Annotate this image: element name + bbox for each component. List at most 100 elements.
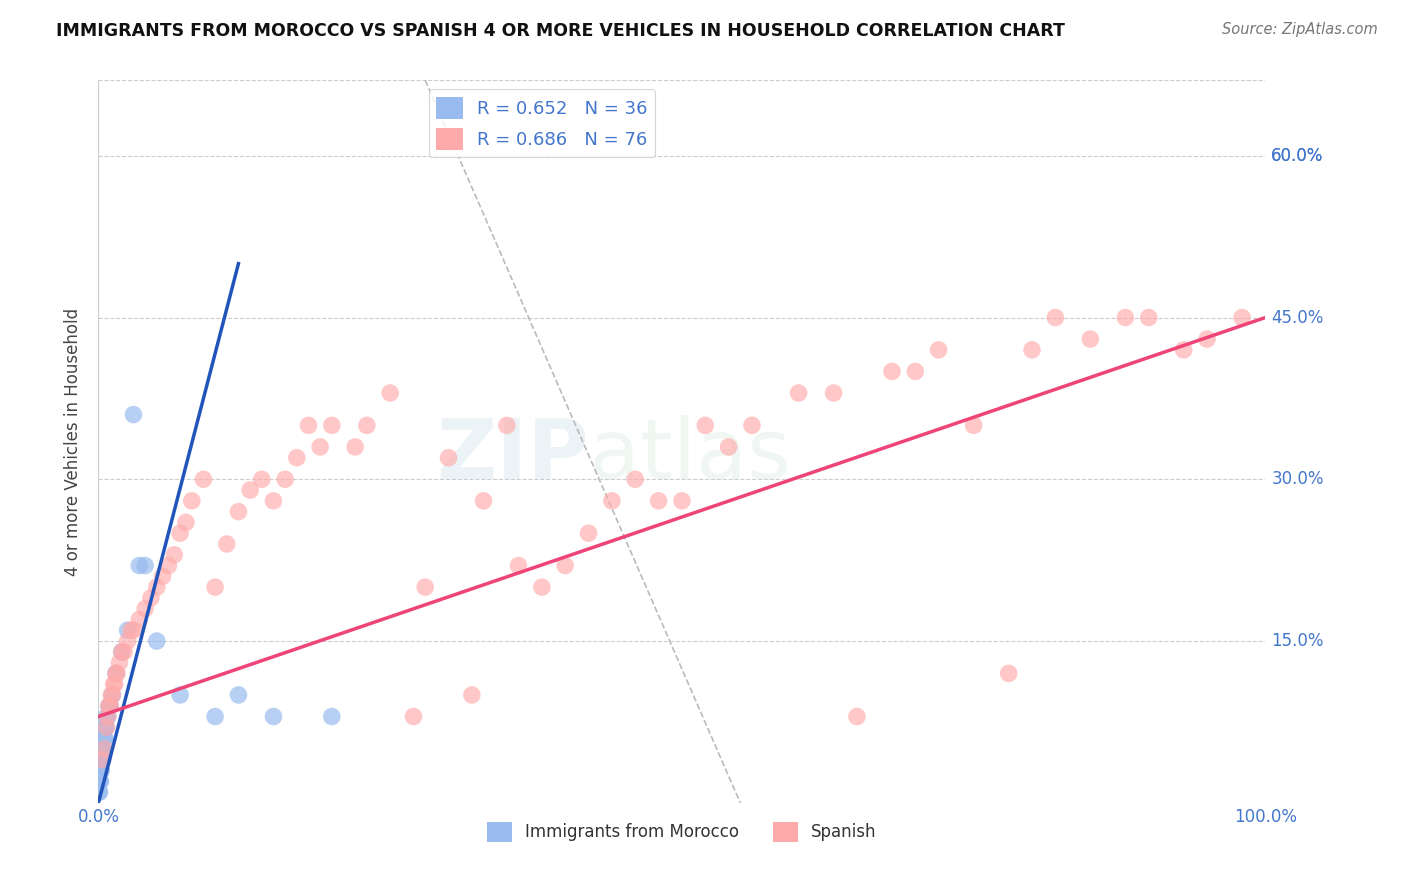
Point: [846, 709, 869, 723]
Point: [93, 742, 115, 756]
Point: [356, 418, 378, 433]
Point: [554, 558, 576, 573]
Point: [250, 472, 273, 486]
Point: [274, 472, 297, 486]
Point: [402, 709, 425, 723]
Point: [1045, 310, 1067, 325]
Point: [111, 645, 134, 659]
Point: [1137, 310, 1160, 325]
Point: [89, 774, 111, 789]
Point: [89, 774, 111, 789]
Point: [128, 612, 150, 626]
Point: [111, 645, 134, 659]
Point: [128, 558, 150, 573]
Point: [671, 493, 693, 508]
Point: [163, 548, 186, 562]
Text: atlas: atlas: [589, 416, 790, 497]
Point: [321, 418, 343, 433]
Point: [174, 516, 197, 530]
Point: [193, 472, 215, 486]
Point: [1114, 310, 1136, 325]
Point: [122, 408, 145, 422]
Point: [104, 666, 127, 681]
Point: [87, 785, 110, 799]
Point: [94, 731, 117, 745]
Point: [215, 537, 238, 551]
Point: [91, 742, 114, 756]
Point: [96, 720, 118, 734]
Point: [134, 601, 156, 615]
Point: [1021, 343, 1043, 357]
Point: [741, 418, 763, 433]
Point: [97, 698, 120, 713]
Point: [508, 558, 530, 573]
Point: [228, 688, 250, 702]
Point: [321, 709, 343, 723]
Point: [823, 386, 845, 401]
Point: [204, 580, 226, 594]
Point: [105, 666, 128, 681]
Point: [380, 386, 402, 401]
Point: [90, 764, 112, 778]
Point: [90, 753, 112, 767]
Point: [530, 580, 553, 594]
Point: [103, 677, 125, 691]
Point: [169, 526, 191, 541]
Point: [120, 624, 142, 638]
Point: [94, 720, 117, 734]
Point: [134, 558, 156, 573]
Point: [309, 440, 332, 454]
Point: [112, 645, 135, 659]
Point: [101, 688, 124, 702]
Text: IMMIGRANTS FROM MOROCCO VS SPANISH 4 OR MORE VEHICLES IN HOUSEHOLD CORRELATION C: IMMIGRANTS FROM MOROCCO VS SPANISH 4 OR …: [56, 22, 1066, 40]
Point: [228, 505, 250, 519]
Text: Source: ZipAtlas.com: Source: ZipAtlas.com: [1222, 22, 1378, 37]
Text: 60.0%: 60.0%: [1271, 147, 1323, 165]
Point: [1197, 332, 1219, 346]
Text: 15.0%: 15.0%: [1271, 632, 1323, 650]
Point: [89, 774, 111, 789]
Point: [285, 450, 308, 465]
Point: [101, 688, 124, 702]
Point: [344, 440, 367, 454]
Text: 30.0%: 30.0%: [1271, 470, 1323, 488]
Point: [472, 493, 495, 508]
Point: [297, 418, 319, 433]
Point: [624, 472, 647, 486]
Point: [152, 569, 174, 583]
Point: [437, 450, 460, 465]
Point: [413, 580, 436, 594]
Point: [93, 731, 115, 745]
Point: [717, 440, 740, 454]
Point: [239, 483, 262, 497]
Point: [104, 677, 127, 691]
Point: [600, 493, 623, 508]
Point: [1173, 343, 1195, 357]
Point: [90, 753, 112, 767]
Point: [695, 418, 717, 433]
Point: [90, 753, 112, 767]
Point: [880, 364, 903, 378]
Point: [1230, 310, 1253, 325]
Point: [262, 493, 284, 508]
Text: ZIP: ZIP: [436, 416, 589, 497]
Point: [157, 558, 180, 573]
Point: [146, 634, 169, 648]
Point: [117, 634, 139, 648]
Point: [97, 709, 120, 723]
Point: [98, 698, 121, 713]
Point: [139, 591, 162, 605]
Point: [169, 688, 191, 702]
Text: 45.0%: 45.0%: [1271, 309, 1323, 326]
Point: [89, 764, 111, 778]
Point: [461, 688, 484, 702]
Point: [904, 364, 927, 378]
Point: [962, 418, 984, 433]
Point: [96, 709, 118, 723]
Point: [98, 698, 121, 713]
Point: [108, 656, 131, 670]
Point: [100, 688, 122, 702]
Point: [204, 709, 226, 723]
Point: [647, 493, 669, 508]
Point: [90, 764, 112, 778]
